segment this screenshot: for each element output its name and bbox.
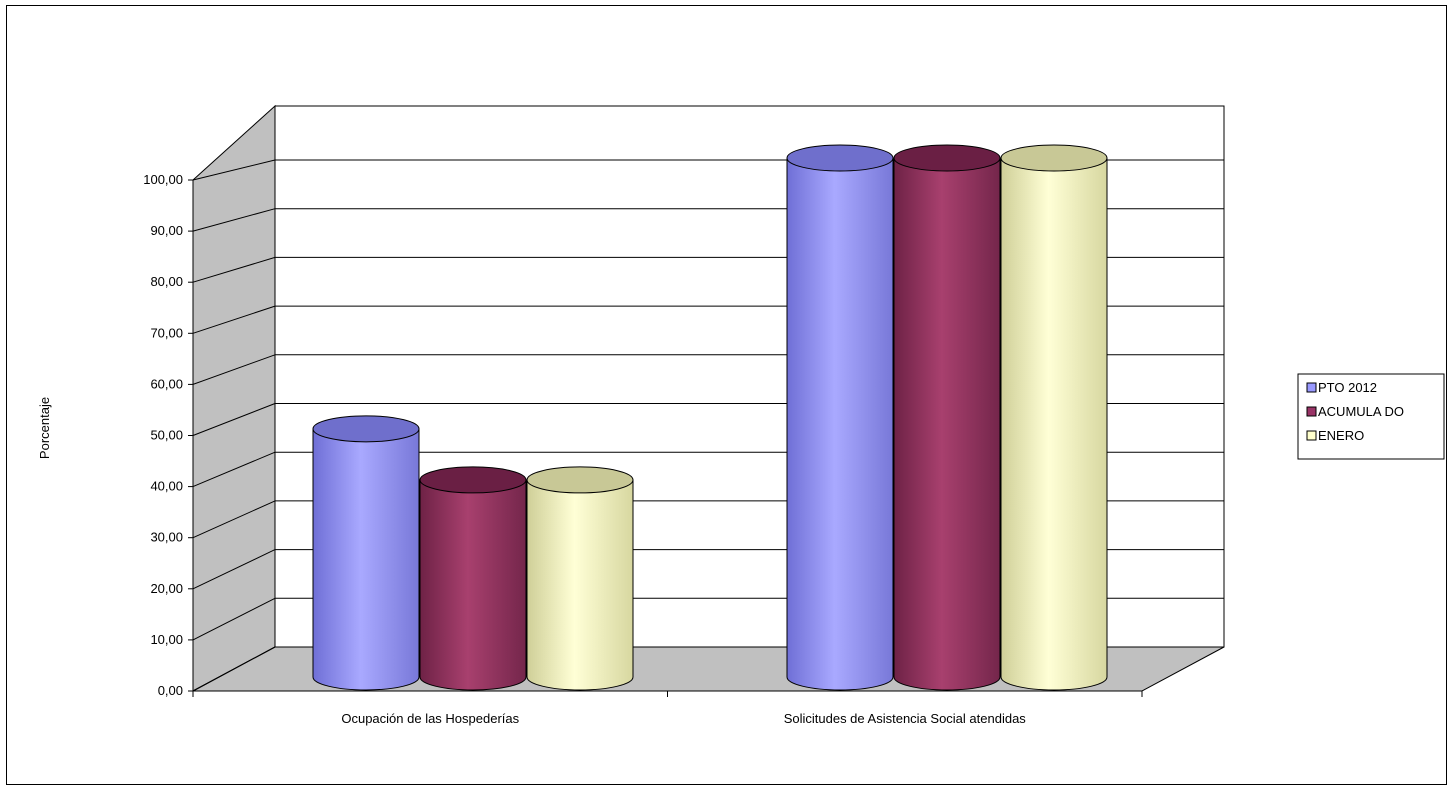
bar-body [786,157,894,691]
legend-items: PTO 2012 ACUMULA DO ENERO [1306,380,1404,443]
y-tick-label: 40,00 [150,479,183,494]
y-tick-label: 20,00 [150,581,183,596]
bar-top [786,144,894,172]
bar [526,466,634,691]
side-gridline [192,500,276,539]
side-gridline [192,354,276,385]
side-gridline [192,403,276,436]
side-gridline [192,597,276,641]
y-tick-label: 70,00 [150,325,183,340]
side-gridline [192,208,276,232]
legend-box [1297,373,1445,460]
bar-top [312,415,420,443]
bar [1000,144,1108,691]
side-gridline [192,451,276,488]
y-tick-label: 30,00 [150,530,183,545]
legend-swatch [1306,430,1317,441]
bar-body [893,157,1001,691]
legend-swatch [1306,382,1317,393]
y-tick-label: 100,00 [143,172,183,187]
y-tick-label: 80,00 [150,274,183,289]
bar [419,466,527,691]
bar-top [419,466,527,494]
y-tick-label: 10,00 [150,632,183,647]
y-axis-ticks: 0,00 10,00 20,00 30,00 40,00 50,00 60,00 70,00 8… [143,172,193,698]
bar [312,415,420,691]
y-tick-label: 0,00 [158,683,183,698]
y-tick-label: 60,00 [150,376,183,391]
side-gridline [192,646,276,692]
bar [893,144,1001,691]
bar-body [1000,157,1108,691]
bar-top [893,144,1001,172]
bar-top [526,466,634,494]
legend: PTO 2012 ACUMULA DO ENERO [1297,373,1445,460]
bar-body [312,428,420,691]
side-wall [192,104,276,692]
bar [786,144,894,691]
side-gridline [192,305,276,334]
legend-label: ENERO [1318,428,1364,443]
y-axis-label: Porcentaje [37,397,52,459]
x-axis: Ocupación de las Hospederías Solicitudes … [192,690,1143,726]
bars [312,144,1108,691]
legend-swatch [1306,406,1317,417]
bar-top [1000,144,1108,172]
x-tick-label: Solicitudes de Asistencia Social atendid… [784,711,1027,726]
x-tick-label: Ocupación de las Hospederías [341,711,519,726]
side-gridline [192,549,276,590]
legend-label: ACUMULA DO [1318,404,1404,419]
legend-label: PTO 2012 [1318,380,1377,395]
y-tick-label: 90,00 [150,223,183,238]
bar-body [526,479,634,691]
bar-body [419,479,527,691]
y-tick-label: 50,00 [150,428,183,443]
side-gridline [192,256,276,283]
side-gridline [192,159,276,181]
